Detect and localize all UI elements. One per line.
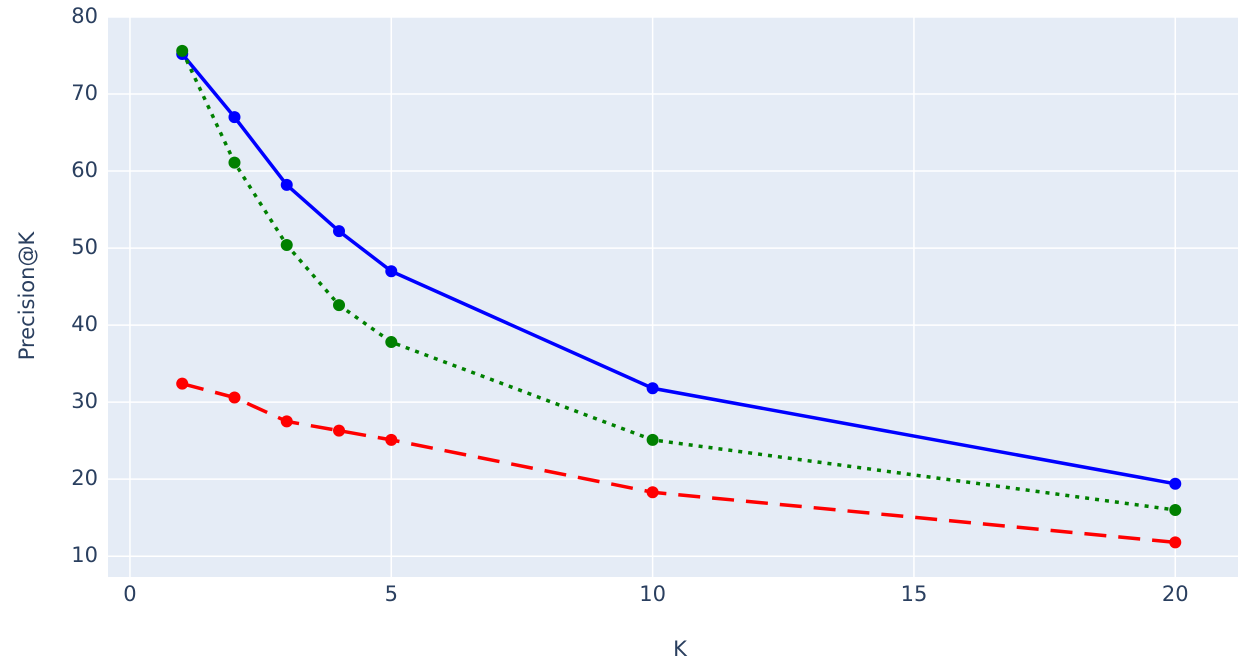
x-tick-label: 0	[123, 582, 136, 606]
data-point	[333, 299, 346, 312]
data-point	[385, 433, 398, 446]
data-point	[228, 391, 241, 404]
data-point	[1169, 477, 1182, 490]
data-point	[280, 178, 293, 191]
data-point	[646, 382, 659, 395]
x-tick-label: 10	[639, 582, 666, 606]
data-point	[280, 415, 293, 428]
y-tick-label: 80	[71, 4, 98, 28]
y-tick-label: 70	[71, 81, 98, 105]
data-point	[176, 377, 189, 390]
data-point	[280, 239, 293, 252]
x-axis-title: K	[673, 637, 688, 661]
x-tick-label: 15	[901, 582, 928, 606]
data-point	[228, 156, 241, 169]
y-axis-title: Precision@K	[15, 231, 39, 361]
plot-area	[108, 17, 1238, 577]
data-point	[385, 265, 398, 278]
y-tick-label: 30	[71, 389, 98, 413]
data-point	[646, 486, 659, 499]
y-tick-label: 50	[71, 235, 98, 259]
data-point	[646, 433, 659, 446]
data-point	[333, 225, 346, 238]
x-tick-label: 20	[1162, 582, 1189, 606]
data-point	[1169, 503, 1182, 516]
y-tick-label: 10	[71, 543, 98, 567]
y-tick-label: 60	[71, 158, 98, 182]
data-point	[333, 424, 346, 437]
data-point	[1169, 536, 1182, 549]
y-tick-label: 40	[71, 312, 98, 336]
data-point	[176, 44, 189, 57]
data-point	[228, 111, 241, 124]
data-point	[385, 336, 398, 349]
y-tick-label: 20	[71, 466, 98, 490]
x-tick-label: 5	[385, 582, 398, 606]
